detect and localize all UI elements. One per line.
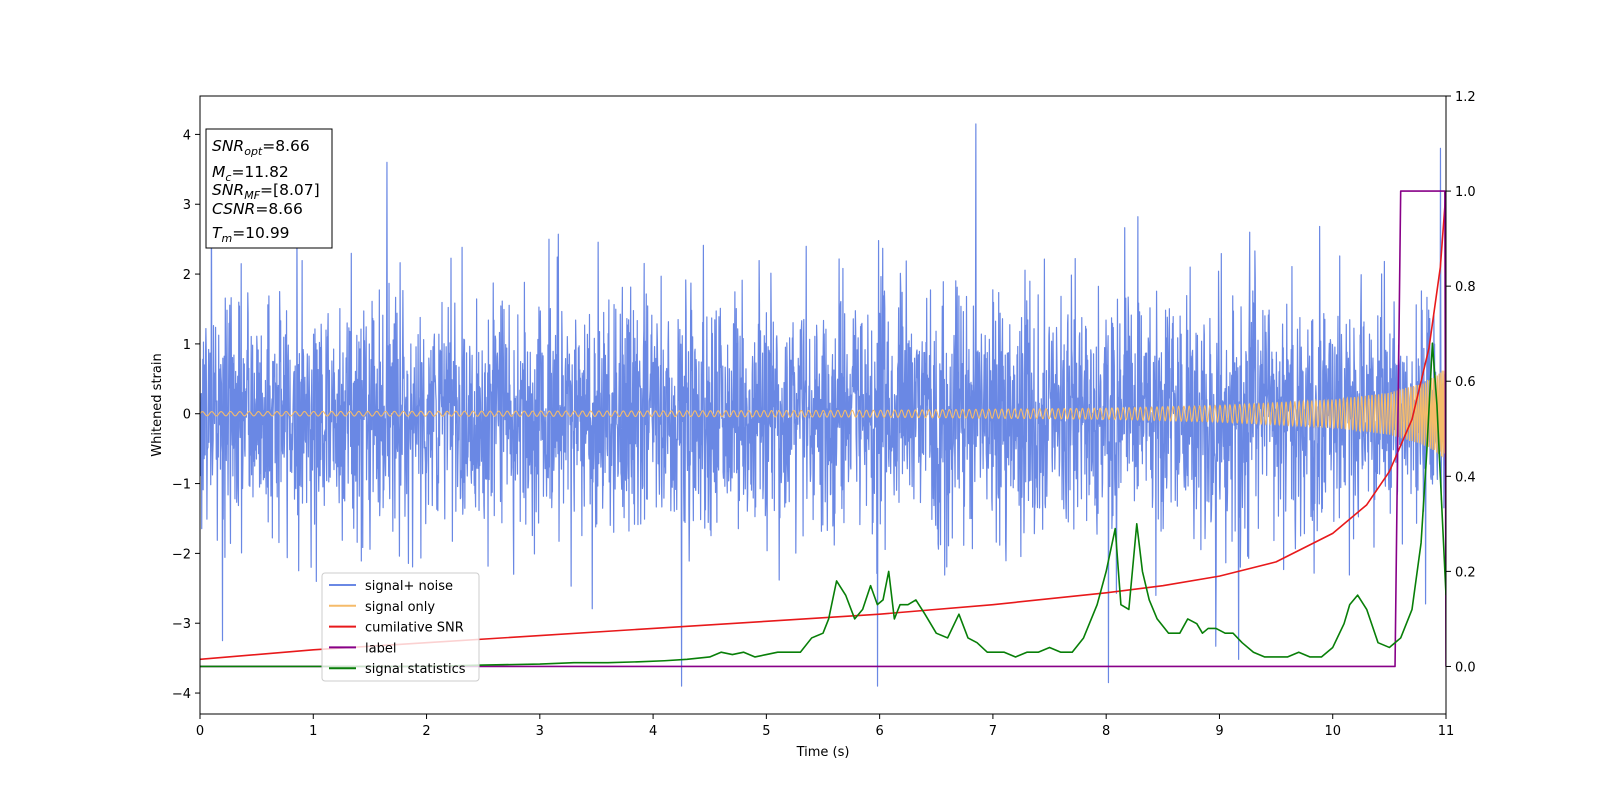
y-axis-label: Whitened strain [150,353,165,456]
y2-tick-label: 0.8 [1455,280,1476,295]
y-tick-label: −2 [172,547,191,562]
y2-tick-label: 1.0 [1455,185,1476,200]
info-box-frame [205,128,333,249]
legend-label: signal statistics [365,662,466,677]
y2-tick-label: 0.6 [1455,375,1476,390]
x-tick-label: 4 [649,724,657,739]
legend-label: signal+ noise [365,579,453,594]
x-tick-label: 9 [1215,724,1223,739]
x-tick-label: 8 [1102,724,1110,739]
x-tick-label: 0 [196,724,204,739]
y-tick-label: 2 [183,268,191,283]
y-tick-label: −1 [172,478,191,493]
series-line-label [200,190,1446,668]
x-tick-label: 6 [875,724,883,739]
y-tick-label: −3 [172,617,191,632]
x-axis: 0 1 2 3 4 5 6 7 8 9 10 11 [196,714,1454,739]
info-line: Tm=10.99 [212,224,290,245]
legend-frame [321,572,480,682]
y2-tick-label: 0.0 [1455,660,1476,675]
series-line-signal-only [200,370,1446,459]
y-tick-label: −4 [172,687,191,702]
y2-tick-label: 1.2 [1455,90,1476,105]
x-tick-label: 3 [536,724,544,739]
series-line-signal-noise [200,123,1446,687]
legend-label: signal only [365,600,435,615]
legend-label: label [365,641,396,656]
x-tick-label: 10 [1324,724,1341,739]
info-box: SNRopt=8.66 Mc=11.82SNRMF=[8.07]CSNR=8.66… [205,128,333,249]
y2-tick-label: 0.2 [1455,565,1476,580]
series-line-cumilative-snr [200,191,1446,661]
y2-tick-label: 0.4 [1455,470,1476,485]
info-line: SNRopt=8.66 [212,137,310,158]
y-tick-label: 0 [183,408,191,423]
info-line: Mc=11.82 [212,163,289,184]
y-tick-label: 3 [183,198,191,213]
x-tick-label: 7 [989,724,997,739]
y-tick-label: 1 [183,338,191,353]
info-line: CSNR=8.66 [212,200,303,218]
x-tick-label: 1 [309,724,317,739]
x-tick-label: 5 [762,724,770,739]
series-line-signal-statistics [200,342,1446,668]
y-axis: −4 −3 −2 −1 0 1 2 3 4 [172,128,200,702]
x-tick-label: 2 [422,724,430,739]
y-tick-label: 4 [183,128,191,143]
plot-frame [199,95,1447,715]
x-tick-label: 11 [1438,724,1455,739]
legend: signal+ noise signal only cumilative SNR la… [321,572,480,682]
x-axis-label: Time (s) [796,745,850,760]
legend-label: cumilative SNR [365,621,464,636]
info-line: SNRMF=[8.07] [212,181,320,202]
y2-axis: 0.0 0.2 0.4 0.6 0.8 1.0 1.2 [1446,90,1476,675]
series-layer [200,123,1446,687]
